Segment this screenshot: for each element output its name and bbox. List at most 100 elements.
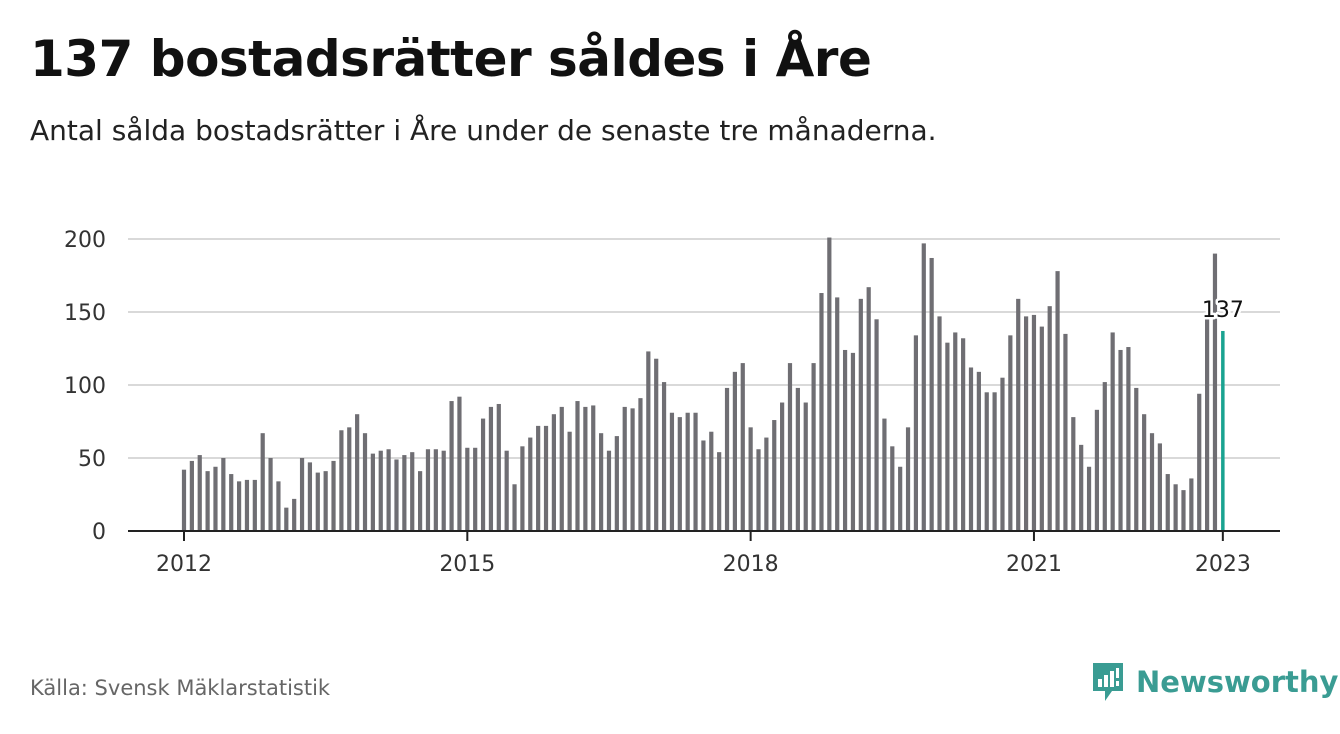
bar <box>252 479 257 531</box>
bar <box>480 418 486 531</box>
bar <box>866 287 871 531</box>
bar <box>1031 314 1037 531</box>
bar <box>905 427 911 531</box>
bar <box>197 455 202 531</box>
x-tick-label: 2023 <box>1195 552 1251 577</box>
bar <box>1157 443 1162 531</box>
bar <box>284 507 289 531</box>
bar <box>1110 332 1115 531</box>
bar <box>299 458 305 531</box>
bar <box>575 401 580 531</box>
bar <box>1000 377 1005 531</box>
bar <box>504 450 509 531</box>
bar <box>181 469 187 531</box>
bar <box>276 481 281 531</box>
bar <box>961 338 966 531</box>
y-tick-label: 200 <box>64 228 106 253</box>
bar <box>213 466 218 531</box>
bar <box>748 427 753 531</box>
bar <box>551 414 556 531</box>
source-note: Källa: Svensk Mäklarstatistik <box>30 676 331 700</box>
bar <box>780 402 785 531</box>
bar <box>536 425 541 531</box>
brand-name: Newsworthy <box>1136 665 1339 699</box>
bar <box>677 417 682 531</box>
newsworthy-logo: Newsworthy <box>1090 660 1338 704</box>
bar <box>402 455 407 531</box>
bar <box>968 367 974 531</box>
bar <box>307 462 313 531</box>
bar <box>1126 347 1131 531</box>
y-tick-label: 150 <box>64 301 106 326</box>
bar <box>882 418 887 531</box>
bar <box>732 371 737 531</box>
x-tick-label: 2012 <box>156 552 212 577</box>
chart-title: 137 bostadsrätter såldes i Åre <box>30 30 872 88</box>
bar <box>1071 417 1076 531</box>
bar <box>292 498 297 531</box>
bar <box>614 436 619 531</box>
bar <box>543 425 549 531</box>
bar <box>1173 484 1178 531</box>
bar <box>709 431 714 531</box>
bar <box>418 471 423 531</box>
bar <box>378 450 383 531</box>
bar <box>764 437 769 531</box>
highlight-value-label: 137 <box>1202 298 1244 323</box>
bar <box>654 358 659 531</box>
bar <box>221 458 226 531</box>
bar <box>331 460 336 531</box>
bar <box>1134 387 1139 531</box>
bar <box>1118 349 1123 531</box>
bar <box>1189 478 1194 531</box>
bar <box>1086 466 1092 531</box>
bar <box>787 363 793 531</box>
bar <box>1181 490 1186 531</box>
bar <box>1165 474 1170 531</box>
bar <box>260 433 265 531</box>
bar <box>874 319 879 531</box>
bar <box>717 452 722 531</box>
bar <box>685 412 690 531</box>
bar <box>1197 393 1202 531</box>
bar <box>937 316 942 531</box>
bar <box>1047 306 1052 531</box>
bar <box>1142 414 1147 531</box>
bar <box>740 363 745 531</box>
bar <box>441 450 446 531</box>
bar <box>929 257 934 531</box>
bar <box>701 440 706 531</box>
bar <box>315 472 320 531</box>
bar-highlight <box>1221 330 1225 531</box>
bar <box>339 430 344 531</box>
bar <box>347 427 352 531</box>
bar <box>449 401 454 531</box>
bar <box>661 382 667 531</box>
bar <box>473 447 478 531</box>
bar <box>842 349 848 531</box>
bar <box>945 342 950 531</box>
bar <box>410 452 415 531</box>
bar <box>630 408 635 531</box>
bar <box>953 332 958 531</box>
bar <box>362 433 368 531</box>
y-tick-label: 0 <box>92 520 106 545</box>
y-tick-label: 50 <box>78 447 106 472</box>
bar <box>811 363 816 531</box>
bar <box>1055 271 1060 531</box>
bar <box>921 243 926 531</box>
bar <box>992 392 997 531</box>
bar <box>559 406 564 531</box>
bar <box>890 446 895 531</box>
bar <box>1212 253 1218 531</box>
bar <box>488 406 494 531</box>
newsworthy-logo-icon <box>1093 663 1123 701</box>
bar <box>496 403 501 531</box>
bar <box>827 237 832 532</box>
bar <box>244 479 250 531</box>
bar <box>567 431 572 531</box>
bar <box>772 420 777 531</box>
bar <box>583 406 588 531</box>
bar <box>386 449 391 531</box>
bar <box>724 387 730 531</box>
